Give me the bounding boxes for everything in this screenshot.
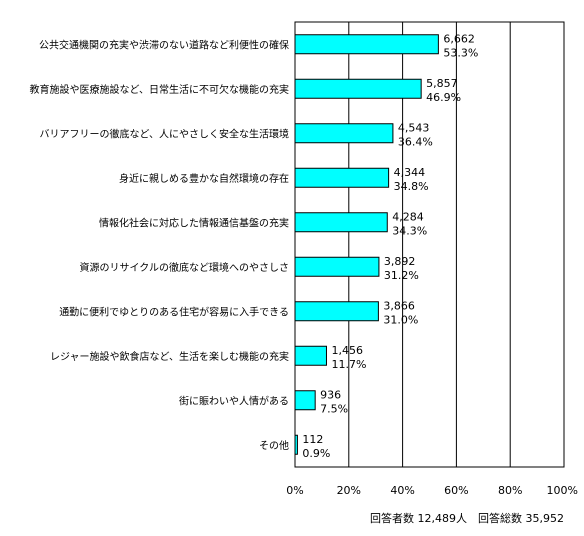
category-label: 身近に親しめる豊かな自然環境の存在 [119, 172, 289, 185]
category-label: バリアフリーの徹底など、人にやさしく安全な生活環境 [40, 127, 290, 140]
category-label: 公共交通機関の充実や渋滞のない道路など利便性の確保 [39, 38, 289, 51]
percent-label: 34.8% [394, 180, 429, 193]
bar [294, 167, 390, 188]
category-label: 街に賑わいや人情がある [179, 394, 289, 407]
category-label: 通勤に便利でゆとりのある住宅が容易に入手できる [59, 305, 289, 318]
x-tick-label: 80% [498, 484, 522, 497]
count-label: 936 [320, 388, 341, 401]
percent-label: 11.7% [331, 358, 366, 371]
percent-label: 53.3% [443, 46, 478, 59]
count-label: 6,662 [443, 32, 475, 45]
bar [294, 434, 298, 455]
bar [294, 345, 327, 366]
count-label: 4,344 [394, 166, 426, 179]
x-tick-label: 20% [337, 484, 361, 497]
count-label: 3,892 [384, 255, 416, 268]
x-tick-label: 0% [286, 484, 303, 497]
count-label: 112 [302, 433, 323, 446]
bar [294, 256, 380, 277]
x-tick-label: 40% [390, 484, 414, 497]
percent-label: 34.3% [392, 224, 427, 237]
bars [294, 34, 439, 455]
bar [294, 212, 388, 233]
count-label: 5,857 [426, 77, 458, 90]
category-labels: 公共交通機関の充実や渋滞のない道路など利便性の確保教育施設や医療施設など、日常生… [30, 38, 290, 452]
count-label: 4,543 [398, 121, 430, 134]
respondent-note: 回答者数 12,489人 回答総数 35,952 [370, 511, 564, 525]
count-label: 1,456 [331, 344, 363, 357]
percent-label: 31.0% [383, 313, 418, 326]
plot-frame [294, 21, 565, 468]
x-tick-labels: 0% 20% 40% 60% 80% 100% [286, 484, 578, 497]
bar [294, 123, 394, 144]
category-label: 資源のリサイクルの徹底など環境へのやさしさ [80, 261, 290, 274]
x-tick-label: 60% [444, 484, 468, 497]
count-label: 3,866 [383, 299, 415, 312]
percent-label: 0.9% [302, 447, 330, 460]
percent-label: 46.9% [426, 91, 461, 104]
category-label: レジャー施設や飲食店など、生活を楽しむ機能の充実 [50, 350, 289, 363]
category-label: 情報化社会に対応した情報通信基盤の充実 [99, 216, 289, 229]
bar [294, 78, 422, 99]
count-label: 4,284 [392, 210, 424, 223]
percent-label: 7.5% [320, 402, 348, 415]
bar [294, 390, 316, 411]
category-label: その他 [259, 439, 289, 452]
percent-label: 31.2% [384, 269, 419, 282]
category-label: 教育施設や医療施設など、日常生活に不可欠な機能の充実 [30, 83, 290, 96]
x-tick-label: 100% [547, 484, 578, 497]
bar [294, 34, 439, 55]
percent-label: 36.4% [398, 135, 433, 148]
bar [294, 301, 379, 322]
